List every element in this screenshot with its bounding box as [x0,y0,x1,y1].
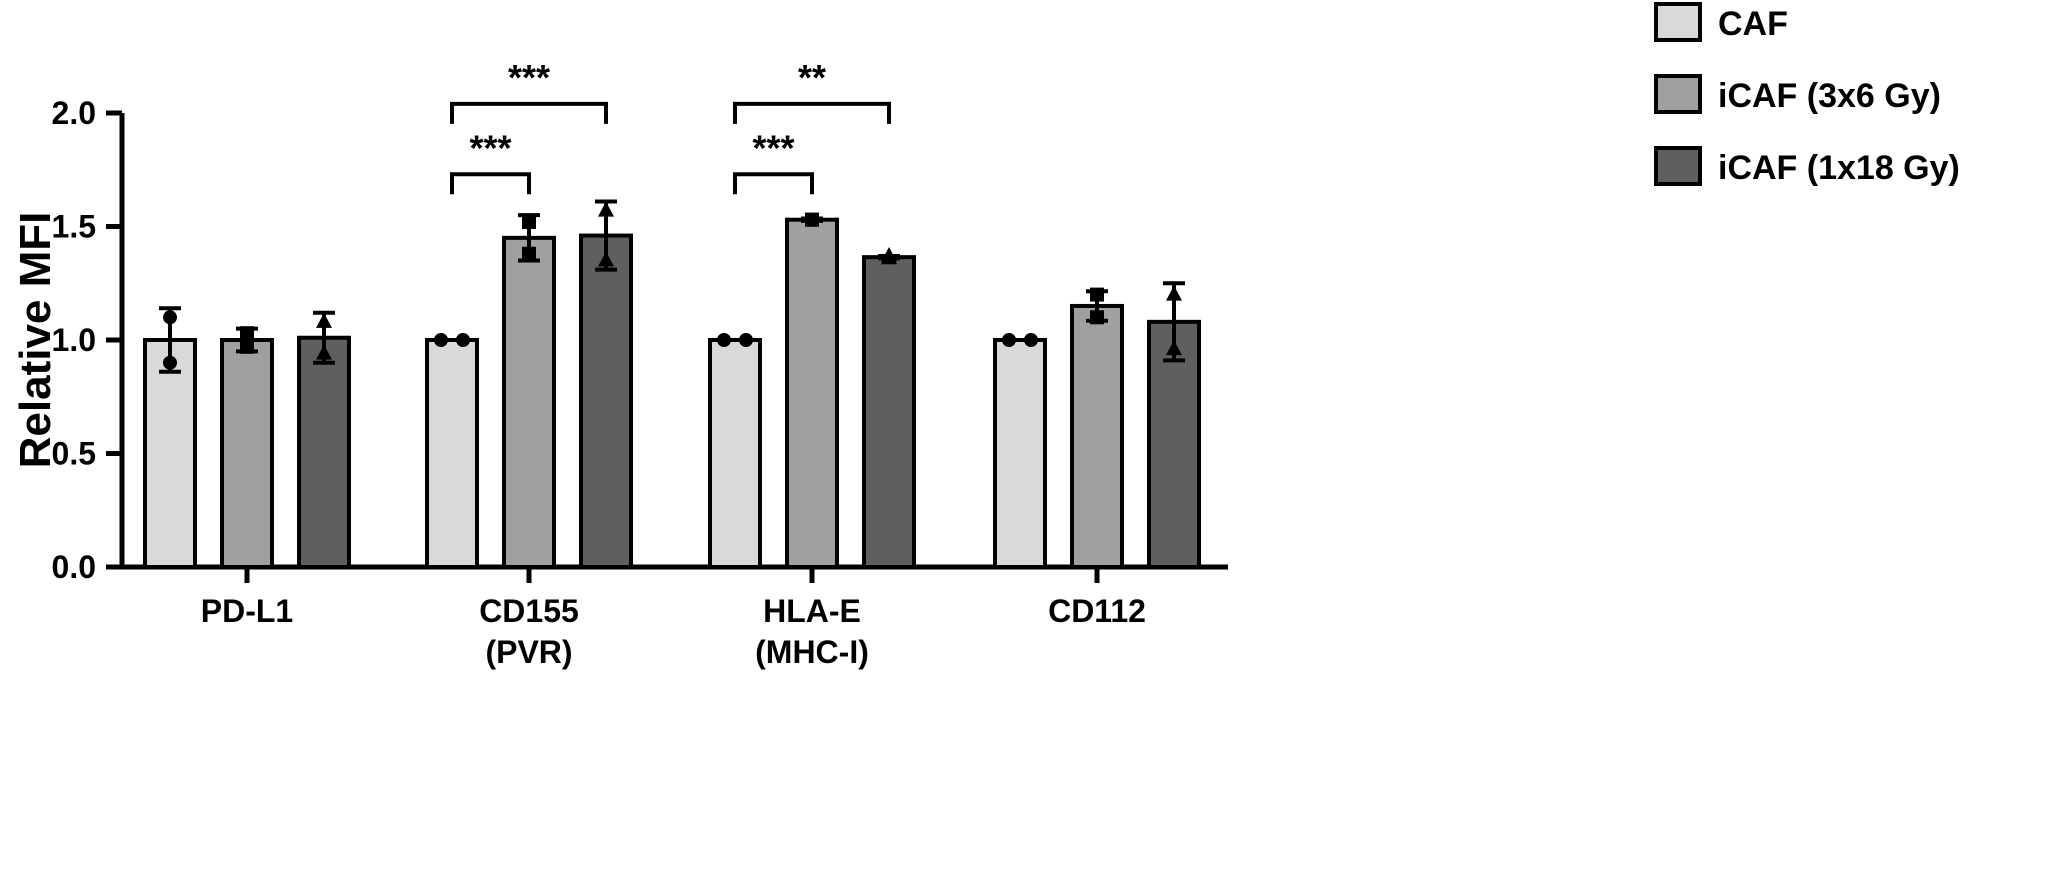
bar [708,338,762,569]
significance-label: *** [752,127,794,168]
y-tick-label: 0.0 [52,549,96,585]
data-point [881,249,897,265]
y-tick-label: 2.0 [52,95,96,131]
significance-bracket [733,101,891,124]
legend-label: iCAF (3x6 Gy) [1718,77,1941,115]
bar [1147,319,1201,569]
data-point [522,246,536,261]
bar [502,235,556,569]
data-point [316,344,332,360]
bars-layer [143,199,1201,570]
x-tick-label-line2: (MHC-I) [755,634,869,670]
bar [993,338,1047,569]
data-point [1090,310,1104,325]
legend-swatch [1654,146,1702,186]
y-tick-label: 1.5 [52,209,96,245]
data-point [598,201,614,217]
data-point [805,212,819,227]
data-point [240,339,254,354]
legend-label: CAF [1718,5,1788,43]
data-point [739,333,753,347]
data-point [522,214,536,229]
data-point [240,326,254,341]
x-tick-label: CD155 [479,593,579,629]
data-point [434,333,448,347]
x-tick-label: CD112 [1048,593,1146,629]
x-tick-label: PD-L1 [201,593,293,629]
bar [220,338,274,569]
axes: 0.0 0.5 1.0 1.5 2.0 PD-L1 CD155 (PVR) HLA-E (MHC-… [52,95,1228,670]
x-tick-label: HLA-E [763,593,861,629]
significance-layer: *********** [450,57,891,195]
data-point [1090,287,1104,302]
significance-bracket [450,101,608,124]
significance-label: ** [798,57,826,98]
legend-swatch [1654,74,1702,114]
data-point [1166,285,1182,301]
legend-swatch [1654,2,1702,42]
bar [425,338,479,569]
data-point [163,355,177,370]
data-point [598,251,614,267]
bar [785,217,839,569]
y-axis-title: Relative MFI [11,212,60,469]
data-point [456,333,470,347]
legend-label: iCAF (1x18 Gy) [1718,149,1960,187]
bar [579,233,633,570]
data-point [316,312,332,328]
bar [143,338,197,569]
data-point [1024,333,1038,347]
data-point [1002,333,1016,347]
significance-bracket [733,172,814,195]
bar [1070,303,1124,569]
bar [297,335,351,570]
data-point [1166,340,1182,356]
significance-bracket [450,172,531,195]
x-tick-label-line2: (PVR) [485,634,572,670]
data-point [163,310,177,325]
legend: CAF iCAF (3x6 Gy) iCAF (1x18 Gy) [1654,2,1960,187]
y-tick-label: 1.0 [52,322,96,358]
bar [862,255,916,569]
data-point [717,333,731,347]
y-tick-label: 0.5 [52,436,96,472]
significance-label: *** [469,127,511,168]
significance-label: *** [508,57,550,98]
